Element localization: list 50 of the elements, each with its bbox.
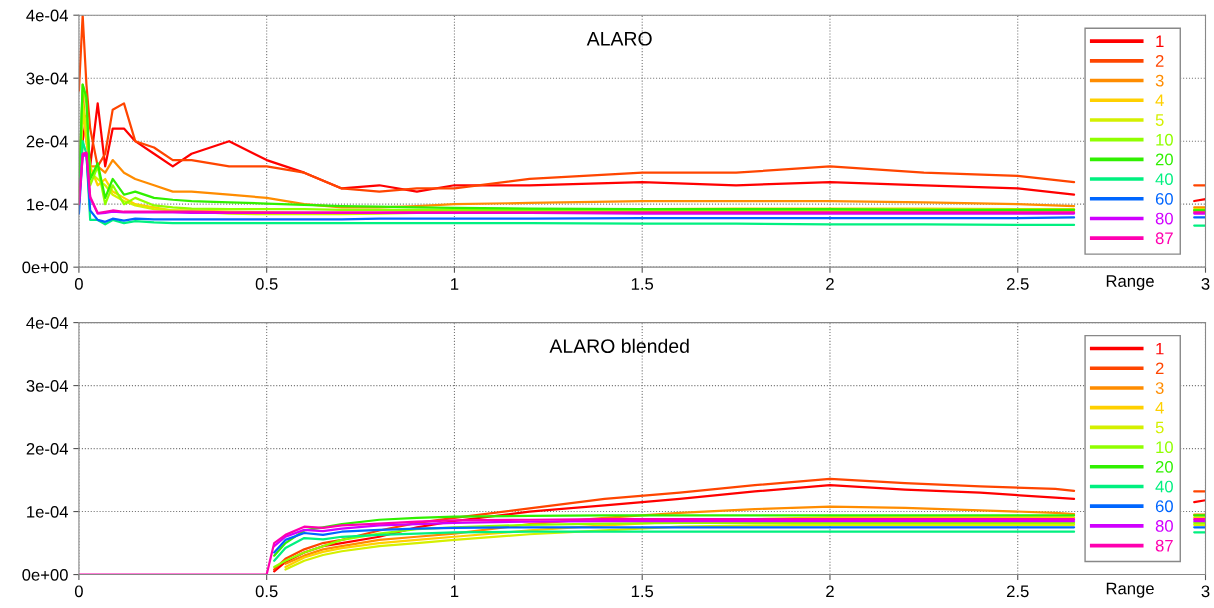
x-tick-label: 0 — [74, 278, 83, 290]
y-tick-label: 4e-04 — [26, 317, 69, 329]
y-tick-label: 1e-04 — [27, 505, 69, 518]
legend-label: 40 — [1155, 173, 1173, 186]
x-tick-label: 0.5 — [255, 585, 278, 598]
y-tick-label: 3e-04 — [26, 72, 69, 85]
legend-label: 4 — [1155, 94, 1164, 107]
x-tick-label: 1.5 — [631, 585, 654, 598]
legend-label: 3 — [1155, 74, 1164, 87]
legend-label: 5 — [1155, 114, 1164, 126]
x-tick-label: 1.5 — [631, 278, 654, 290]
series-label: 60 — [1155, 500, 1173, 513]
legend-label: 10 — [1156, 133, 1173, 146]
y-tick-label: 4e-04 — [26, 9, 69, 22]
x-tick-label: 0 — [74, 585, 83, 598]
legend-label: 1 — [1156, 35, 1164, 47]
legend-label: 60 — [1155, 192, 1173, 205]
x-tick-label: 2.5 — [1006, 585, 1029, 598]
x-axis-title: Range — [1106, 275, 1154, 291]
y-tick-label: 2e-04 — [26, 135, 69, 148]
y-tick-label: 3e-04 — [26, 379, 69, 392]
text: 40 — [1155, 480, 1173, 493]
x-tick-label: 1 — [451, 278, 459, 290]
x-tick-label: 2 — [826, 278, 834, 290]
y-tick-label: 2e-04 — [26, 442, 69, 455]
y-tick-label: 0e+00 — [22, 261, 68, 274]
x-tick-label: 2 — [826, 585, 834, 598]
series-label: 87 — [1155, 539, 1173, 552]
text: 1 — [1156, 342, 1164, 355]
x-tick-label: 3 — [1201, 278, 1210, 290]
x-tick-label: 2.5 — [1006, 278, 1029, 290]
text: 5 — [1155, 421, 1164, 434]
text: 10 — [1156, 441, 1173, 454]
text: ALARO — [586, 31, 652, 46]
legend-label: 87 — [1155, 232, 1173, 245]
legend-label: 20 — [1155, 153, 1173, 166]
y-tick-label: 1e-04 — [27, 198, 69, 211]
legend-label: 80 — [1155, 520, 1173, 532]
legend-label: 3 — [1155, 382, 1164, 394]
y-tick-label: 0e+00 — [22, 568, 68, 581]
legend-label: 2 — [1155, 362, 1164, 375]
legend-label: 4 — [1155, 402, 1164, 414]
x-tick-label: 3 — [1201, 585, 1210, 598]
text: 20 — [1155, 460, 1173, 473]
x-tick-label: 0.5 — [255, 278, 278, 290]
x-tick-label: 1 — [451, 585, 459, 598]
x-axis-title: Range — [1106, 582, 1154, 598]
legend-label: 2 — [1155, 55, 1164, 67]
text: ALARO blended — [549, 338, 689, 354]
text: 80 — [1155, 212, 1173, 225]
